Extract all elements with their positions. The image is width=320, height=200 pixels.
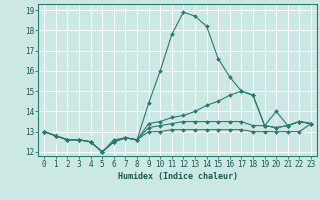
X-axis label: Humidex (Indice chaleur): Humidex (Indice chaleur) (118, 172, 238, 181)
